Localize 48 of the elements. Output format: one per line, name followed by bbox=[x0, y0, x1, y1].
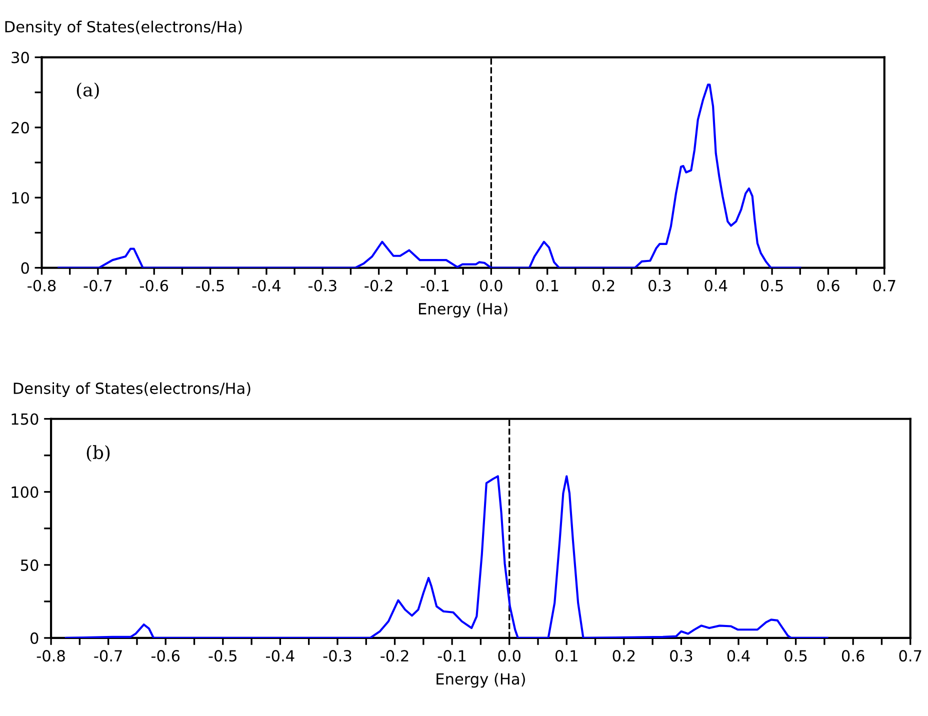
x-tick-label: -0.2 bbox=[364, 280, 392, 292]
x-tick-label: 0.4 bbox=[727, 650, 750, 662]
x-tick-label: -0.3 bbox=[323, 650, 352, 662]
y-tick-label: 50 bbox=[20, 559, 38, 571]
y-tick-label: 10 bbox=[12, 192, 29, 204]
x-tick-label: 0.5 bbox=[760, 280, 783, 292]
y-tick-label: 150 bbox=[12, 413, 38, 425]
x-tick-label: 0.4 bbox=[704, 280, 728, 292]
y-tick-label: 100 bbox=[12, 486, 38, 498]
x-tick-label: 0.5 bbox=[784, 650, 807, 662]
x-tick-label: -0.1 bbox=[420, 280, 448, 292]
annotation: (b) bbox=[86, 445, 110, 462]
line-series bbox=[58, 84, 802, 268]
x-tick-label: -0.4 bbox=[252, 280, 281, 292]
x-tick-label: -0.5 bbox=[196, 280, 224, 292]
y-tick-label: 0 bbox=[21, 262, 29, 274]
annotation: (a) bbox=[76, 82, 99, 100]
x-tick-label: 0.2 bbox=[592, 280, 614, 292]
x-tick-label: 0.3 bbox=[670, 650, 692, 662]
x-tick-label: -0.7 bbox=[94, 650, 122, 662]
line-series bbox=[64, 475, 828, 638]
x-tick-label: 0.7 bbox=[873, 280, 896, 292]
x-tick-label: 0.7 bbox=[899, 650, 922, 662]
x-tick-label: -0.8 bbox=[36, 650, 65, 662]
y-tick-label: 30 bbox=[12, 52, 29, 64]
x-tick-label: -0.4 bbox=[266, 650, 294, 662]
chart-title: Density of States(electrons/Ha) bbox=[5, 20, 242, 36]
y-tick-label: 20 bbox=[12, 122, 29, 134]
x-tick-label: 0.3 bbox=[648, 280, 671, 292]
y-tick-label: 0 bbox=[30, 632, 38, 644]
x-tick-label: 0.0 bbox=[498, 650, 520, 662]
x-tick-label: -0.1 bbox=[438, 650, 466, 662]
chart-title: Density of States(electrons/Ha) bbox=[14, 382, 250, 398]
x-axis-title: Energy (Ha) bbox=[436, 672, 525, 688]
x-tick-label: 0.1 bbox=[555, 650, 578, 662]
x-tick-label: 0.6 bbox=[817, 280, 840, 292]
x-tick-label: -0.6 bbox=[140, 280, 168, 292]
x-tick-label: -0.8 bbox=[28, 280, 56, 292]
x-tick-label: 0.1 bbox=[536, 280, 558, 292]
x-tick-label: 0.6 bbox=[842, 650, 864, 662]
x-tick-label: -0.7 bbox=[84, 280, 112, 292]
x-tick-label: -0.2 bbox=[380, 650, 408, 662]
x-tick-label: -0.6 bbox=[151, 650, 180, 662]
x-tick-label: -0.3 bbox=[308, 280, 336, 292]
x-tick-label: 0.0 bbox=[480, 280, 502, 292]
x-tick-label: 0.2 bbox=[612, 650, 635, 662]
x-axis-title: Energy (Ha) bbox=[419, 302, 508, 318]
x-tick-label: -0.5 bbox=[208, 650, 236, 662]
